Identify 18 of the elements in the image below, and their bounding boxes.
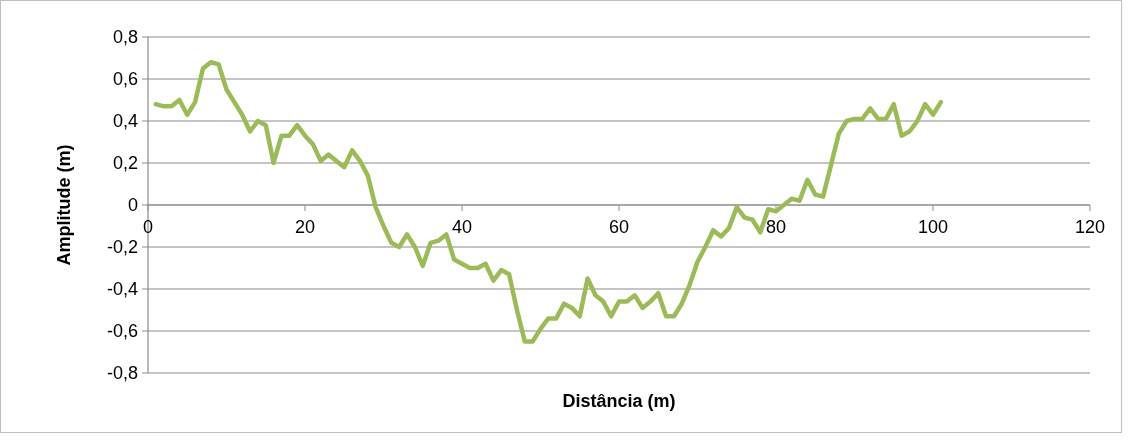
x-tick-label: 40 — [451, 217, 473, 237]
x-tick-label: 0 — [142, 217, 154, 237]
x-tick-label: 120 — [1074, 217, 1106, 237]
y-tick-label: 0,8 — [112, 27, 138, 48]
y-tick-label: -0,4 — [106, 279, 138, 300]
y-tick-label: -0,6 — [106, 321, 138, 342]
y-axis-title: Amplitude (m) — [54, 144, 74, 266]
y-tick-label: 0,6 — [112, 69, 138, 90]
x-axis-title: Distância (m) — [562, 391, 676, 411]
y-tick-label: -0,2 — [106, 237, 138, 258]
y-tick-label: 0,4 — [112, 111, 138, 132]
y-tick-label: 0 — [127, 195, 138, 216]
x-tick-label: 100 — [917, 217, 949, 237]
y-tick-label: 0,2 — [112, 153, 138, 174]
x-tick-label: 80 — [765, 217, 787, 237]
x-tick-label: 60 — [608, 217, 630, 237]
x-tick-label: 20 — [294, 217, 316, 237]
y-tick-label: -0,8 — [106, 363, 138, 384]
